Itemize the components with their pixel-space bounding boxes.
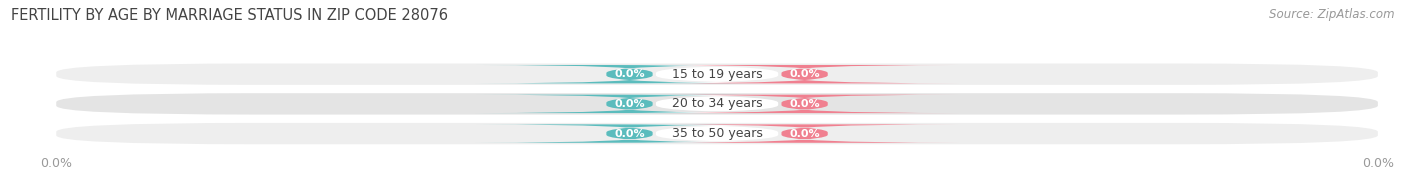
- Text: 0.0%: 0.0%: [789, 129, 820, 139]
- FancyBboxPatch shape: [56, 123, 1378, 144]
- FancyBboxPatch shape: [474, 95, 785, 113]
- Text: 0.0%: 0.0%: [614, 99, 645, 109]
- FancyBboxPatch shape: [650, 124, 960, 143]
- FancyBboxPatch shape: [650, 65, 960, 83]
- FancyBboxPatch shape: [600, 95, 834, 113]
- Text: FERTILITY BY AGE BY MARRIAGE STATUS IN ZIP CODE 28076: FERTILITY BY AGE BY MARRIAGE STATUS IN Z…: [11, 8, 449, 23]
- Text: 0.0%: 0.0%: [789, 99, 820, 109]
- Text: Source: ZipAtlas.com: Source: ZipAtlas.com: [1270, 8, 1395, 21]
- Text: 35 to 50 years: 35 to 50 years: [672, 127, 762, 140]
- Text: 20 to 34 years: 20 to 34 years: [672, 97, 762, 110]
- Text: 0.0%: 0.0%: [614, 129, 645, 139]
- FancyBboxPatch shape: [474, 124, 785, 143]
- FancyBboxPatch shape: [56, 64, 1378, 85]
- FancyBboxPatch shape: [650, 95, 960, 113]
- Text: 0.0%: 0.0%: [789, 69, 820, 79]
- FancyBboxPatch shape: [600, 124, 834, 143]
- FancyBboxPatch shape: [474, 65, 785, 83]
- FancyBboxPatch shape: [600, 65, 834, 83]
- Legend: Married, Unmarried: Married, Unmarried: [630, 194, 804, 196]
- FancyBboxPatch shape: [56, 93, 1378, 115]
- Text: 0.0%: 0.0%: [614, 69, 645, 79]
- Text: 15 to 19 years: 15 to 19 years: [672, 68, 762, 81]
